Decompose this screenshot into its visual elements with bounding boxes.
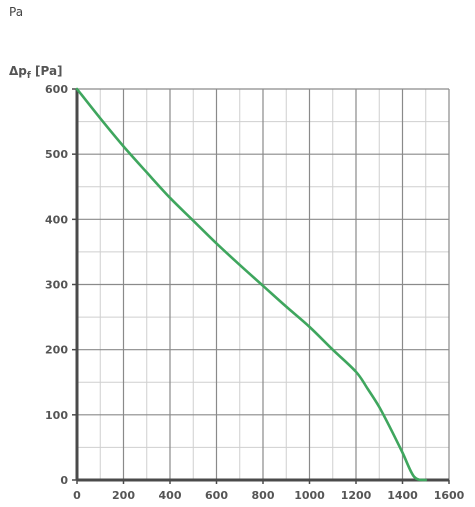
y-tick-label: 400 — [45, 213, 68, 226]
x-tick-label: 1000 — [294, 489, 325, 502]
y-axis-label: Δpf [Pa] — [9, 64, 63, 81]
x-tick-label: 400 — [159, 489, 182, 502]
x-tick-label: 800 — [252, 489, 275, 502]
unit-label: Pa — [9, 5, 24, 19]
x-tick-label: 0 — [73, 489, 81, 502]
y-tick-label: 500 — [45, 148, 68, 161]
major-grid — [77, 88, 450, 480]
tick-labels: 0 100 200 300 400 500 600 0 200 400 600 800 1000 1200… — [45, 83, 465, 502]
x-tick-label: 600 — [205, 489, 228, 502]
y-tick-label: 300 — [45, 279, 68, 292]
y-axis-label-suffix: [Pa] — [31, 64, 63, 78]
y-tick-label: 600 — [45, 83, 68, 96]
x-tick-label: 1400 — [387, 489, 418, 502]
x-tick-label: 200 — [112, 489, 135, 502]
y-tick-label: 0 — [60, 474, 68, 487]
y-tick-label: 100 — [45, 409, 68, 422]
y-tick-label: 200 — [45, 344, 68, 357]
axes — [72, 88, 450, 484]
series-line — [75, 87, 428, 482]
x-tick-label: 1600 — [434, 489, 465, 502]
y-axis-label-subscript: f — [27, 71, 31, 81]
y-axis-label-base: Δp — [9, 64, 27, 78]
series-group — [75, 87, 428, 482]
x-tick-label: 1200 — [341, 489, 372, 502]
